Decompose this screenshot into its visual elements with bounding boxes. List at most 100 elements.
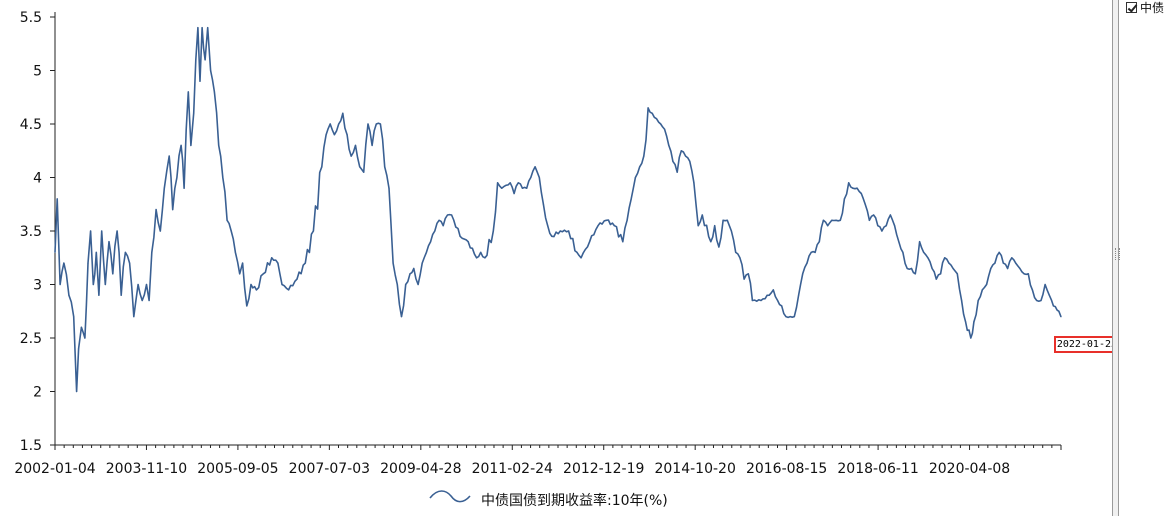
data-point <box>772 289 774 291</box>
data-point <box>1019 267 1021 270</box>
data-point <box>87 262 89 264</box>
data-point <box>751 299 754 302</box>
data-point <box>68 294 70 296</box>
data-point <box>718 246 720 248</box>
data-point <box>651 112 653 114</box>
data-point <box>222 176 224 179</box>
splitter-grip-icon[interactable] <box>1115 248 1120 260</box>
chart: 1.5 2 2.5 3 3.5 4 4.5 5 5.5 2002-01-04 2003-11-10… <box>14 10 1062 509</box>
data-point <box>342 112 344 114</box>
data-point <box>155 209 157 211</box>
data-point <box>255 289 257 291</box>
data-point <box>559 230 561 232</box>
data-point <box>822 219 825 221</box>
data-point <box>108 241 110 243</box>
data-point <box>927 257 929 259</box>
data-point <box>442 225 444 227</box>
data-point <box>655 118 658 120</box>
data-point <box>889 214 892 216</box>
data-point <box>104 283 106 286</box>
data-point <box>910 267 913 270</box>
data-point <box>371 144 373 146</box>
data-point <box>860 192 862 195</box>
data-point <box>321 166 323 168</box>
data-point <box>501 187 503 189</box>
x-tick-label: 2018-06-11 <box>837 461 918 477</box>
data-point <box>226 219 228 221</box>
data-point <box>935 278 937 280</box>
legend[interactable]: 中债国债到期收益率:10年(%) <box>429 490 668 509</box>
data-point <box>622 241 624 243</box>
y-tick-label: 3 <box>33 278 42 294</box>
data-point <box>446 214 449 216</box>
data-point <box>379 123 381 125</box>
data-point <box>852 187 854 189</box>
y-tick-label: 3.5 <box>20 224 42 240</box>
data-point <box>180 144 182 146</box>
data-point <box>956 273 958 275</box>
data-point <box>768 294 770 296</box>
data-point <box>873 214 875 216</box>
data-point <box>190 144 192 146</box>
data-point <box>296 278 298 280</box>
data-point <box>384 166 386 168</box>
data-point <box>363 171 365 173</box>
data-point <box>367 123 369 125</box>
data-point <box>354 144 357 146</box>
data-point <box>839 219 841 221</box>
y-tick-label: 2.5 <box>20 331 42 347</box>
data-point <box>56 198 58 200</box>
data-point <box>802 273 804 275</box>
data-point <box>542 203 545 205</box>
data-point <box>325 134 327 136</box>
data-point <box>1052 305 1054 307</box>
data-point <box>923 251 925 253</box>
x-tick-label: 2003-11-10 <box>106 461 187 477</box>
data-point <box>961 299 963 302</box>
data-point <box>1044 283 1046 286</box>
data-point <box>517 182 519 184</box>
data-point <box>425 251 427 253</box>
data-point <box>605 219 607 221</box>
data-point <box>672 160 674 162</box>
data-point <box>168 155 170 157</box>
data-point <box>919 241 921 243</box>
data-point <box>668 144 670 146</box>
data-point <box>643 155 645 157</box>
data-point <box>831 219 833 221</box>
data-point <box>639 166 641 168</box>
data-point <box>187 91 189 93</box>
legend-series-label: 中债国债到期收益率:10年(%) <box>481 492 668 509</box>
data-point <box>848 182 850 184</box>
data-point <box>346 134 348 136</box>
data-point <box>218 144 220 146</box>
x-tick-label: 2020-04-08 <box>929 461 1010 477</box>
data-point <box>1015 262 1017 264</box>
series-toggle[interactable]: 中债 <box>1126 0 1164 16</box>
data-point <box>680 150 682 152</box>
data-point <box>333 134 335 136</box>
x-tick-label: 2002-01-04 <box>14 461 95 477</box>
y-tick-label: 5 <box>33 64 42 80</box>
data-point <box>990 267 992 270</box>
data-point <box>576 251 578 253</box>
series-line-0 <box>54 26 1062 393</box>
data-point <box>810 251 812 253</box>
data-point <box>952 267 954 270</box>
data-point <box>497 182 499 184</box>
data-point <box>1058 310 1060 312</box>
data-point <box>785 316 787 318</box>
data-point <box>197 27 199 29</box>
data-point <box>80 326 82 328</box>
data-point <box>90 230 92 232</box>
data-point <box>76 390 78 393</box>
data-point <box>881 230 883 232</box>
panel-splitter[interactable] <box>1112 0 1120 516</box>
data-point <box>476 257 478 259</box>
data-point <box>480 251 482 253</box>
data-point <box>827 225 829 227</box>
data-point <box>1060 316 1062 318</box>
data-point <box>777 299 779 302</box>
data-point <box>856 187 858 189</box>
series-checkbox[interactable] <box>1126 1 1137 13</box>
